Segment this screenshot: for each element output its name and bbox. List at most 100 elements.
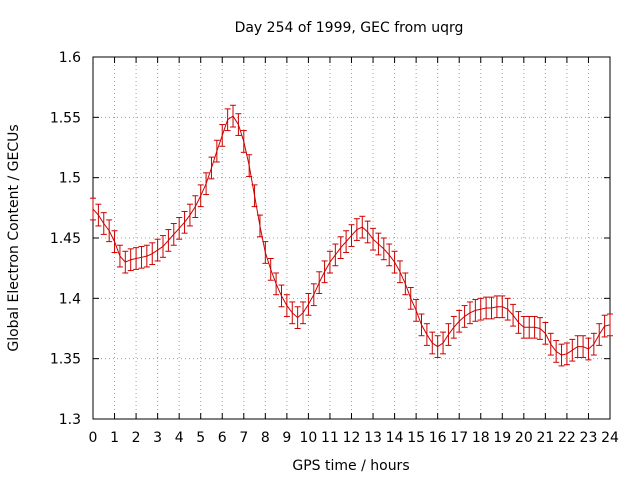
y-tick-label: 1.5 <box>59 171 81 187</box>
x-tick-label: 20 <box>515 430 533 446</box>
error-bar <box>391 250 398 274</box>
error-bar <box>569 338 576 362</box>
error-bar <box>396 260 403 284</box>
error-bar <box>186 203 193 227</box>
error-bar <box>100 212 107 235</box>
axis-ticks <box>92 56 611 420</box>
error-bar <box>510 303 517 327</box>
x-tick-label: 10 <box>300 430 318 446</box>
error-bar <box>472 299 479 322</box>
error-bar <box>192 195 199 218</box>
error-bar <box>240 130 247 153</box>
error-bar <box>547 332 554 356</box>
error-bar <box>423 323 430 346</box>
error-bar <box>181 210 188 234</box>
error-bar <box>165 229 172 252</box>
y-tick-label: 1.3 <box>59 412 81 428</box>
error-bar <box>176 216 183 240</box>
error-bar <box>364 220 371 244</box>
error-bar <box>585 337 592 361</box>
error-bar <box>370 227 377 251</box>
error-bar <box>160 235 167 258</box>
x-axis-tick-labels: 0 1 2 3 4 5 6 7 8 9 10 11 12 13 14 15 16 17 18 19 20 21 22 23 24 <box>89 430 619 446</box>
y-tick-label: 1.55 <box>50 110 81 126</box>
x-tick-label: 15 <box>407 430 425 446</box>
x-tick-label: 0 <box>89 430 98 446</box>
y-tick-label: 1.6 <box>59 50 81 66</box>
error-bar <box>520 315 527 339</box>
error-bar <box>111 230 118 253</box>
error-bar <box>246 154 253 177</box>
error-bar <box>375 232 382 256</box>
x-tick-label: 22 <box>558 430 576 446</box>
error-bar <box>402 272 409 296</box>
x-tick-label: 4 <box>175 430 184 446</box>
error-bar <box>300 301 307 325</box>
x-tick-label: 14 <box>386 430 404 446</box>
error-bar <box>122 250 129 274</box>
error-bar <box>143 244 150 268</box>
error-bar <box>493 295 500 319</box>
error-bar <box>170 223 177 246</box>
x-tick-label: 8 <box>261 430 270 446</box>
x-tick-label: 16 <box>429 430 447 446</box>
error-bar <box>359 215 366 239</box>
error-bar <box>526 315 533 339</box>
error-bar <box>116 244 123 268</box>
x-tick-label: 12 <box>343 430 361 446</box>
error-bar <box>321 260 328 284</box>
chart-title: Day 254 of 1999, GEC from uqrg <box>235 20 464 36</box>
error-bar <box>326 250 333 274</box>
error-bar <box>337 236 344 260</box>
x-tick-label: 17 <box>450 430 468 446</box>
error-bar <box>536 317 543 340</box>
error-bar <box>106 219 113 243</box>
error-bar <box>601 314 608 338</box>
x-tick-label: 6 <box>218 430 227 446</box>
error-bar <box>278 284 285 308</box>
error-bar <box>461 305 468 328</box>
x-tick-label: 2 <box>132 430 141 446</box>
error-bar <box>332 243 339 267</box>
x-tick-label: 21 <box>536 430 554 446</box>
error-bar <box>477 297 484 321</box>
error-bar <box>440 331 447 355</box>
error-bar <box>574 335 581 358</box>
y-tick-label: 1.35 <box>50 352 81 368</box>
error-bar <box>154 238 161 262</box>
error-bar <box>353 218 360 241</box>
error-bar <box>483 296 490 320</box>
error-bar <box>316 271 323 295</box>
error-bar <box>283 294 290 317</box>
error-bar <box>267 258 274 281</box>
error-bar <box>499 295 506 319</box>
error-bar <box>607 313 613 337</box>
error-bar <box>219 124 226 147</box>
error-bar <box>407 286 414 310</box>
error-bar <box>348 224 355 247</box>
error-bar <box>596 323 603 346</box>
error-bar <box>434 335 441 358</box>
error-bar <box>289 301 296 325</box>
error-bar <box>305 293 312 316</box>
y-axis-title: Global Electron Content / GECUs <box>6 124 22 351</box>
error-bar <box>418 313 425 337</box>
error-bar <box>531 315 538 339</box>
error-bar <box>343 230 350 253</box>
error-bar <box>542 321 549 345</box>
error-bar <box>504 297 511 321</box>
error-bar <box>203 172 210 196</box>
error-bar <box>558 343 565 367</box>
x-tick-label: 5 <box>196 430 205 446</box>
x-axis-title: GPS time / hours <box>292 458 409 474</box>
x-tick-label: 11 <box>321 430 339 446</box>
error-bar <box>251 184 258 208</box>
error-bar <box>127 248 134 272</box>
error-bar <box>95 203 102 227</box>
error-bar <box>256 214 263 238</box>
error-bar <box>208 156 215 180</box>
x-tick-label: 3 <box>153 430 162 446</box>
error-bar <box>149 242 156 266</box>
error-bar <box>380 237 387 261</box>
